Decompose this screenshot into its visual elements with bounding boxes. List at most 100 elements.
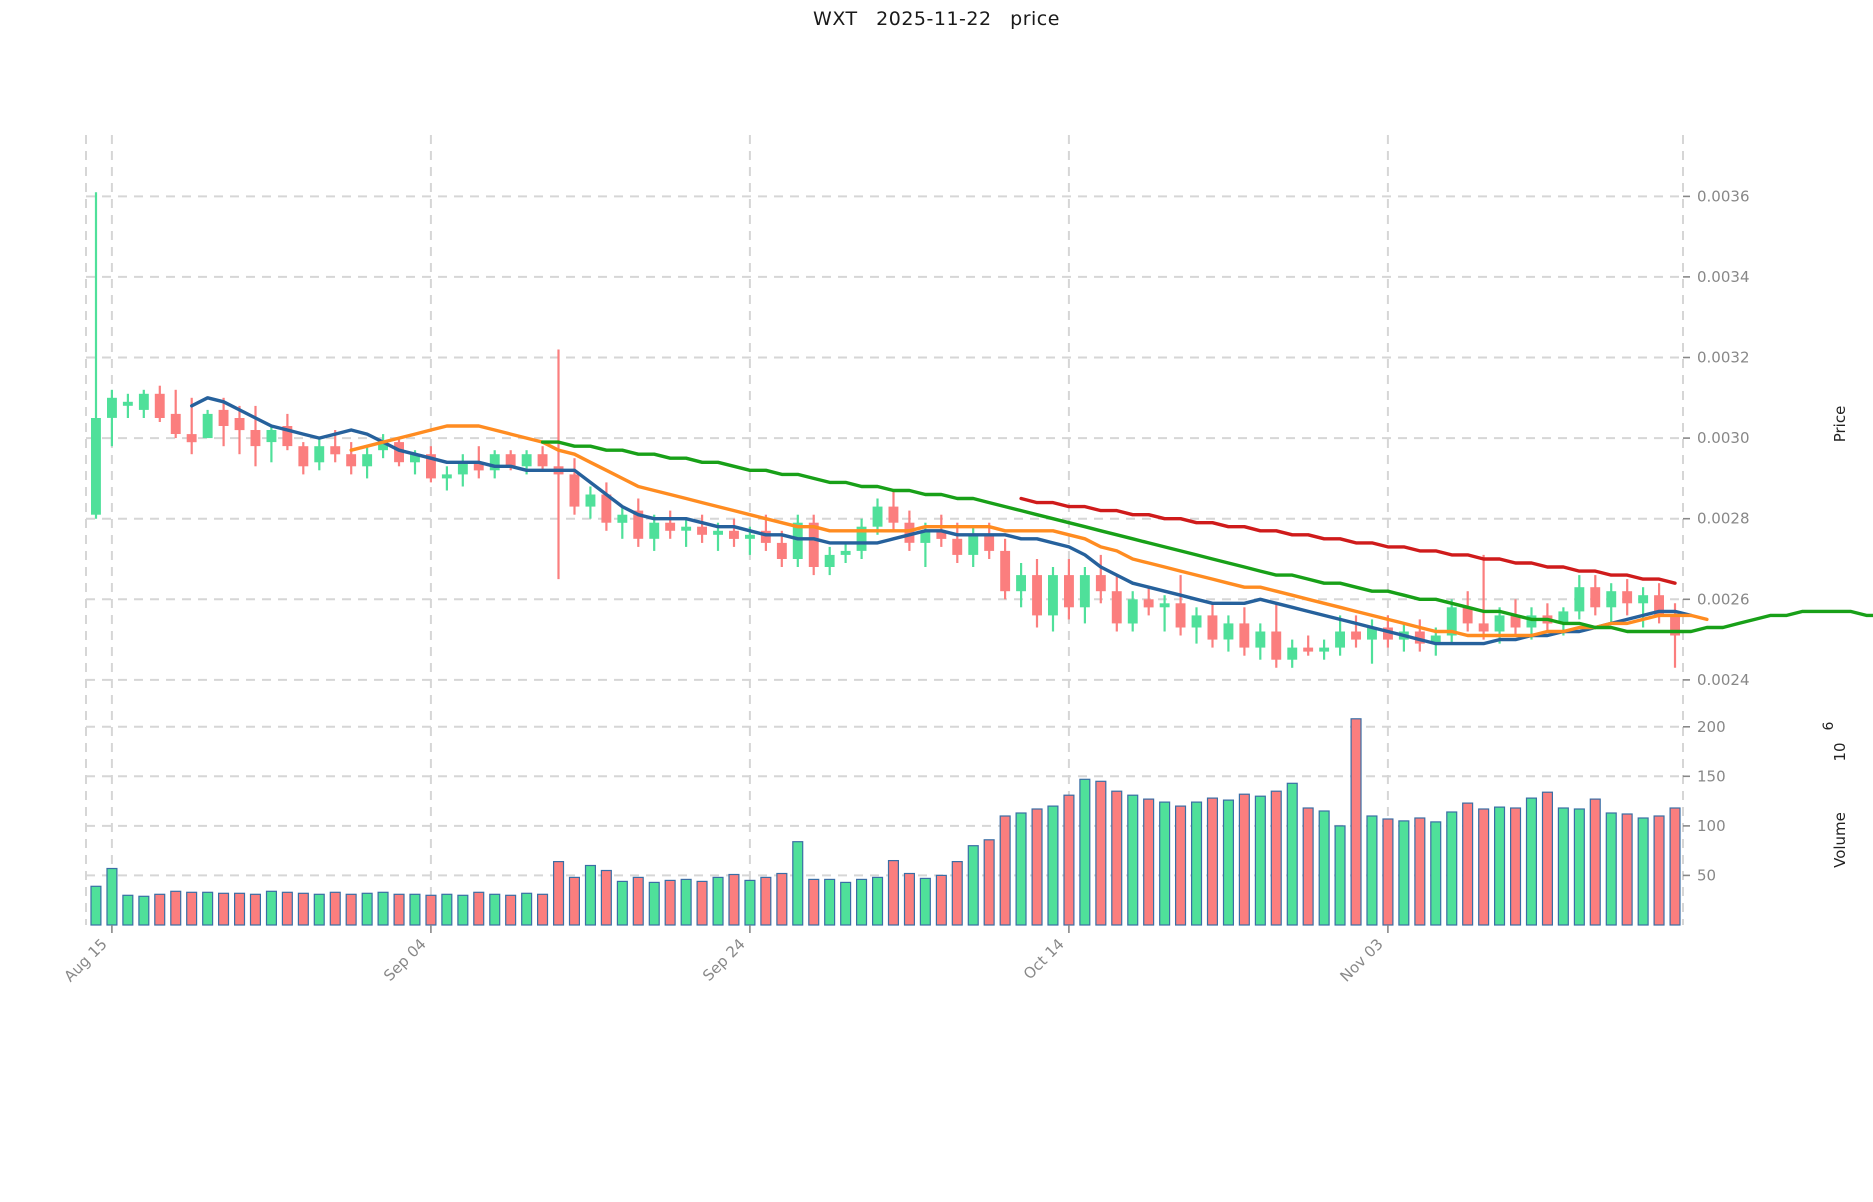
- volume-bar: [1159, 801, 1171, 926]
- candle-body: [1143, 599, 1154, 608]
- volume-bar: [712, 876, 724, 926]
- candle-body: [1303, 647, 1314, 652]
- candle-body: [1111, 591, 1122, 624]
- volume-bar: [1302, 807, 1314, 926]
- page-title: WXT 2025-11-22 price: [0, 8, 1873, 30]
- volume-bar: [186, 891, 198, 926]
- candle-body: [1622, 591, 1633, 604]
- volume-bar: [154, 893, 166, 926]
- candle-body: [1351, 631, 1361, 640]
- date-tick-label: Oct 14: [1020, 935, 1068, 983]
- candle-body: [489, 454, 500, 471]
- candle-body: [362, 454, 373, 467]
- candle-body: [633, 510, 644, 539]
- candle-body: [729, 530, 739, 539]
- volume-tick-label: 150: [1697, 767, 1726, 785]
- volume-bar: [1031, 808, 1043, 926]
- candle-body: [394, 442, 404, 463]
- volume-bar: [951, 860, 963, 926]
- candle-body: [617, 514, 628, 523]
- candle-body: [1064, 575, 1074, 608]
- candle-body: [872, 506, 883, 527]
- volume-bar: [776, 872, 788, 926]
- volume-bar: [1222, 799, 1234, 926]
- candle-body: [1430, 635, 1441, 644]
- candle-body: [745, 534, 755, 539]
- candle-body: [1159, 603, 1170, 608]
- price-tick-label: 0.0032: [1697, 349, 1750, 367]
- volume-bar: [138, 895, 150, 926]
- candle-body: [1239, 623, 1250, 648]
- volume-bar: [887, 859, 899, 926]
- volume-bar: [1669, 807, 1681, 926]
- volume-bar: [808, 878, 820, 926]
- volume-bar: [1398, 820, 1410, 926]
- candle-body: [1590, 587, 1601, 608]
- candle-body: [107, 397, 117, 418]
- candle-body: [521, 454, 532, 467]
- candle-body: [984, 534, 995, 551]
- volume-bar: [999, 815, 1011, 926]
- volume-bar: [1350, 718, 1362, 926]
- volume-bar: [664, 879, 676, 926]
- price-axis-title: Price: [1831, 406, 1849, 443]
- volume-bar: [1478, 808, 1490, 926]
- candle-body: [537, 454, 548, 467]
- candle-body: [1016, 575, 1026, 592]
- volume-bar: [1414, 817, 1426, 926]
- candle-body: [1032, 575, 1042, 616]
- volume-bar: [584, 864, 596, 926]
- volume-bar: [473, 891, 485, 926]
- volume-bar: [106, 867, 118, 926]
- volume-bar: [983, 839, 995, 926]
- volume-bar: [616, 880, 628, 926]
- price-tick-label: 0.0036: [1697, 187, 1750, 205]
- price-tick-label: 0.0024: [1697, 671, 1750, 689]
- volume-bar: [1286, 782, 1298, 926]
- candle-body: [473, 462, 484, 471]
- candle-body: [234, 418, 245, 431]
- price-axis-ticks: 0.0036 0.0034 0.0032 0.0030 0.0028 0.0026 0.00…: [1683, 187, 1750, 689]
- candle-body: [569, 474, 580, 507]
- candle-body: [346, 454, 357, 467]
- volume-axis-ticks: 200 150 100 50: [1683, 718, 1726, 884]
- candle-body: [1335, 631, 1345, 648]
- date-tick-label: Aug 15: [60, 935, 110, 985]
- volume-bar: [1525, 797, 1537, 926]
- volume-tick-label: 200: [1697, 718, 1726, 736]
- candle-body: [968, 534, 979, 555]
- volume-bar: [1557, 807, 1569, 926]
- volume-bar: [680, 878, 692, 926]
- candle-body: [122, 401, 133, 406]
- volume-bar: [425, 894, 437, 926]
- candle-body: [298, 446, 309, 467]
- candle-body: [1478, 623, 1489, 632]
- title-date: 2025-11-22: [876, 8, 992, 30]
- candle-body: [1414, 631, 1425, 644]
- volume-bar: [1143, 798, 1155, 926]
- volume-bar: [552, 860, 565, 926]
- candle-body: [1494, 615, 1505, 632]
- candle-body: [91, 418, 101, 515]
- candle-body: [1319, 647, 1330, 652]
- candle-body: [410, 454, 420, 463]
- candle-body: [1287, 647, 1298, 660]
- volume-bar: [1111, 790, 1123, 926]
- volume-bar: [1653, 815, 1665, 926]
- candle-body: [888, 506, 899, 523]
- candle-body: [649, 522, 660, 539]
- volume-bar: [1318, 810, 1330, 926]
- volume-bar: [1270, 790, 1282, 926]
- candle-body: [154, 393, 165, 418]
- candle-body: [1558, 611, 1569, 624]
- candle-body: [585, 494, 596, 507]
- candle-body: [1255, 631, 1266, 648]
- volume-bar: [1573, 808, 1585, 926]
- volume-bar: [361, 892, 373, 926]
- volume-tick-label: 50: [1697, 866, 1716, 884]
- volume-bar: [1127, 794, 1139, 926]
- candle-body: [1191, 615, 1202, 628]
- volume-bar: [377, 891, 389, 926]
- candle-body: [681, 526, 692, 531]
- volume-bar: [521, 892, 533, 926]
